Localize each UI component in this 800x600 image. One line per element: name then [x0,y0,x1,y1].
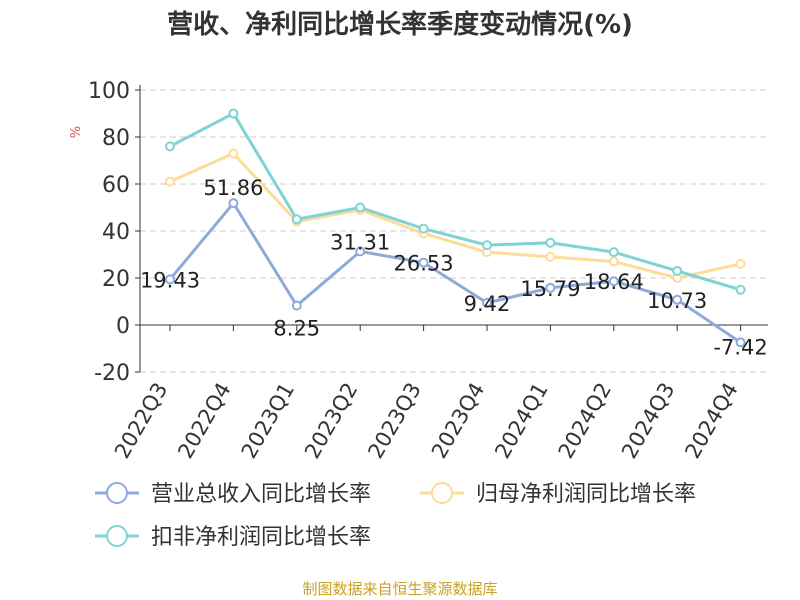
x-tick-label: 2024Q2 [554,379,616,463]
data-point [482,297,492,308]
x-tick-label: 2022Q3 [110,379,172,463]
data-point [228,198,239,209]
data-point [165,176,175,187]
data-point [228,108,239,119]
y-tick-label: 20 [102,267,130,292]
x-tick-label: 2023Q2 [300,379,362,463]
y-tick-label: -20 [94,361,130,386]
data-point [165,274,175,285]
chart-title: 营收、净利同比增长率季度变动情况(%) [167,10,633,40]
data-point [165,141,175,152]
x-tick-label: 2024Q4 [680,379,742,463]
y-tick-label: 80 [102,126,130,151]
data-point [545,237,556,248]
data-point [228,148,239,159]
series-line [169,151,741,280]
legend-label: 扣非净利润同比增长率 [151,525,371,550]
grid-lines [140,89,768,373]
series-line [168,200,742,344]
data-source-note: 制图数据来自恒生聚源数据库 [302,580,498,598]
data-point [418,223,429,234]
x-tick-label: 2024Q3 [617,379,679,463]
data-point [608,276,619,287]
data-point [418,257,429,268]
y-tick-label: 60 [102,173,130,198]
data-point [735,284,746,295]
legend-label: 营业总收入同比增长率 [151,482,371,507]
y-axis-label: % [69,126,84,138]
data-point [735,337,746,348]
legend-marker [431,482,453,504]
x-tick-label: 2023Q4 [427,379,489,463]
data-label: 8.25 [273,317,320,341]
data-point [545,282,556,293]
data-point [355,202,366,213]
y-tick-label: 0 [116,314,130,339]
y-tick-label: 40 [102,220,130,245]
x-tick-label: 2023Q3 [363,379,425,463]
data-point [291,214,302,225]
data-point [291,300,302,311]
x-tick-label: 2022Q4 [173,379,235,463]
data-point [608,247,619,258]
data-label: 19.43 [140,268,200,292]
x-tick-label: 2023Q1 [237,379,299,463]
data-label: 10.73 [647,289,707,313]
series-lines [165,108,746,348]
data-label: 31.31 [330,230,390,254]
data-point [545,251,556,262]
data-point [482,240,492,251]
series-line [169,111,742,292]
data-point [608,256,619,267]
x-tick-label: 2024Q1 [490,379,552,463]
data-label: 51.86 [203,176,263,200]
data-label: 15.79 [520,277,580,301]
data-point [735,258,746,269]
data-point [672,265,683,276]
data-label: 26.53 [394,252,454,276]
data-point [672,294,683,305]
y-tick-label: 100 [88,79,130,104]
legend-marker [106,482,128,504]
data-label: 18.64 [584,270,644,294]
legend-label: 归母净利润同比增长率 [476,482,696,507]
data-label: 9.42 [464,292,511,316]
data-point [355,246,366,257]
legend-marker [106,525,128,547]
data-label: -7.42 [713,335,767,359]
